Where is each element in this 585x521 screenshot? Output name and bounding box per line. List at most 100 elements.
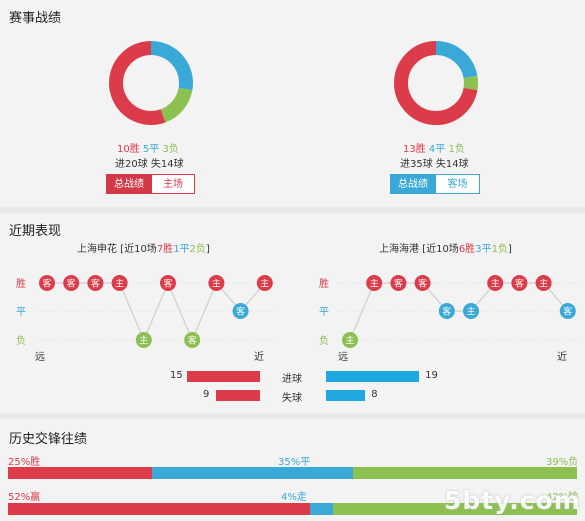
form-point (208, 275, 225, 291)
right-tab-overall[interactable]: 总战绩 (390, 174, 436, 194)
section-title: 赛事战绩 (9, 11, 62, 26)
form-wins: 6胜 (458, 244, 476, 255)
section-title: 近期表现 (9, 224, 62, 239)
right-scored-value: 19 (425, 370, 438, 381)
y-label-win: 胜 (319, 278, 329, 290)
form-point-label: 主 (466, 306, 475, 318)
form-point (366, 275, 383, 291)
form-point (63, 275, 80, 291)
form-point (87, 275, 104, 291)
form-line (349, 282, 569, 341)
form-point (256, 275, 273, 291)
left-draws: 5平 (142, 144, 160, 155)
right-conceded-bar (326, 390, 366, 401)
form-point (438, 303, 455, 319)
form-point-label: 客 (42, 278, 51, 290)
form-point-label: 客 (418, 278, 427, 290)
x-label-far: 远 (338, 351, 348, 363)
loss-segment (333, 503, 577, 515)
form-draws: 1平 (173, 244, 190, 255)
form-point-label: 客 (394, 278, 403, 290)
left-tab-home[interactable]: 主场 (151, 174, 195, 194)
left-goals: 进20球 失14球 (115, 159, 184, 170)
section-title: 历史交锋往绩 (9, 432, 88, 447)
x-label-near: 近 (557, 350, 567, 363)
form-point (535, 275, 552, 291)
watermark-logo: 5bty.com (444, 486, 581, 515)
form-point (390, 275, 407, 291)
form-draws: 3平 (475, 244, 492, 255)
y-label-win: 胜 (16, 278, 26, 290)
form-point (232, 303, 249, 319)
draw-slice (435, 41, 478, 79)
form-point (39, 275, 55, 291)
win-slice (109, 41, 166, 125)
loss-slice (160, 87, 193, 123)
x-label-near: 近 (254, 350, 264, 363)
form-point-label: 主 (539, 278, 548, 290)
right-record-summary: 13胜 4平 1负 (403, 140, 465, 155)
draw-slice (150, 41, 193, 91)
record-prefix: [近10场 (419, 244, 459, 255)
form-point (342, 332, 358, 348)
conceded-label: 失球 (282, 393, 302, 404)
form-point-label: 客 (563, 306, 572, 318)
right-donut-chart (394, 41, 478, 125)
right-scored-bar (326, 371, 420, 382)
loss-slice (463, 75, 478, 91)
form-point-label: 主 (260, 278, 269, 290)
form-point-label: 客 (67, 278, 76, 290)
left-tab-overall[interactable]: 总战绩 (106, 174, 152, 194)
form-point-label: 主 (345, 335, 354, 347)
h2h-handicap-loss-label: 42%输 (546, 492, 579, 503)
x-label-far: 远 (35, 351, 45, 363)
win-segment (8, 467, 152, 479)
left-scored-bar (186, 371, 260, 382)
right-team-record: 上海海港 [近10场6胜3平1负] (379, 240, 512, 255)
right-wins: 13胜 (403, 144, 426, 155)
form-wins: 7胜 (156, 244, 174, 255)
form-point-label: 客 (236, 306, 245, 318)
h2h-result-bar (8, 467, 577, 479)
scored-label: 进球 (282, 374, 302, 385)
left-record-summary: 10胜 5平 3负 (117, 140, 179, 155)
h2h-handicap-win-label: 52%赢 (8, 492, 41, 503)
h2h-handicap-bar (8, 503, 577, 515)
match-record-panel: 赛事战绩 10胜 5平 3负 进20球 失14球 总战绩 主场 13胜 4平 1… (0, 0, 585, 207)
form-point-label: 客 (188, 335, 197, 347)
form-point (559, 303, 576, 319)
h2h-draw-label: 35%平 (278, 457, 311, 468)
record-suffix: ] (507, 244, 512, 255)
form-point-label: 客 (163, 278, 172, 290)
form-losses: 1负 (491, 244, 508, 255)
form-point-label: 主 (491, 278, 500, 290)
win-segment (8, 503, 310, 515)
form-point-label: 主 (139, 335, 148, 347)
form-point (160, 275, 176, 291)
form-losses: 2负 (189, 244, 206, 255)
y-label-draw: 平 (16, 307, 26, 318)
left-team-record: 上海申花 [近10场7胜1平2负] (77, 240, 210, 255)
record-suffix: ] (205, 244, 210, 255)
h2h-loss-label: 39%负 (546, 457, 579, 468)
form-point-label: 主 (115, 278, 124, 290)
right-goals: 进35球 失14球 (400, 159, 469, 170)
form-point (463, 303, 479, 319)
right-losses: 1负 (448, 144, 465, 155)
y-label-loss: 负 (16, 334, 26, 347)
form-point (135, 332, 152, 348)
form-point-label: 主 (212, 278, 221, 290)
form-point (511, 275, 528, 291)
head-to-head-panel: 历史交锋往绩 25%胜 35%平 39%负 52%赢 4%走 42%输 5bty… (0, 419, 585, 521)
record-prefix: [近10场 (117, 244, 157, 255)
left-scored-value: 15 (170, 370, 183, 381)
form-line (47, 281, 266, 342)
form-point (414, 275, 431, 291)
y-label-draw: 平 (319, 307, 329, 318)
loss-segment (352, 467, 577, 479)
form-point (487, 275, 504, 291)
draw-segment (309, 503, 334, 515)
right-conceded-value: 8 (371, 389, 378, 400)
right-tab-away[interactable]: 客场 (435, 174, 480, 194)
form-point (184, 332, 201, 348)
